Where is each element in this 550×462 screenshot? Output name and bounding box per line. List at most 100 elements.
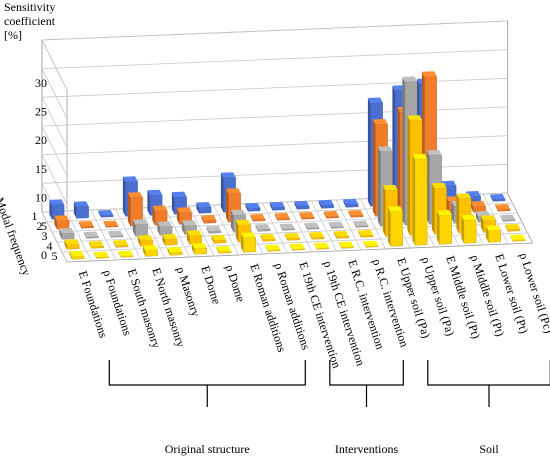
bar-top	[470, 201, 486, 207]
bar-top	[230, 209, 246, 216]
bar-side	[338, 242, 342, 249]
y-tick-label: 30	[35, 76, 47, 90]
bar-side	[235, 220, 239, 243]
bar	[108, 230, 124, 238]
bar	[196, 202, 212, 214]
y-tick-label: 0	[41, 248, 47, 262]
bar-side	[220, 172, 224, 213]
bar-top	[225, 188, 241, 194]
bar-side	[470, 201, 474, 213]
bar	[299, 212, 315, 220]
bar-side	[191, 243, 195, 255]
y-tick-label: 10	[35, 190, 47, 204]
bar-top	[441, 180, 457, 187]
floor-line	[311, 200, 337, 252]
x-tick-label: ρ Dome	[223, 263, 248, 304]
bar-top	[59, 228, 75, 234]
bar-front	[390, 211, 403, 247]
grid-line	[41, 20, 508, 91]
bar-side	[485, 225, 489, 243]
bar-front	[189, 234, 202, 245]
bar-side	[59, 228, 62, 240]
bar-front	[76, 206, 89, 219]
bar-top	[495, 204, 511, 210]
bar-side	[73, 201, 77, 219]
z-tick-label: 4	[47, 239, 53, 253]
bar-top	[348, 210, 364, 216]
bar	[348, 210, 364, 218]
bar-front	[203, 219, 217, 224]
bar-top	[328, 221, 344, 228]
bar-top	[387, 206, 403, 212]
floor-line	[115, 208, 141, 260]
bar-side	[318, 200, 322, 209]
bar-side	[54, 215, 57, 230]
bar-side	[186, 230, 190, 245]
bar	[103, 220, 119, 228]
bar-side	[171, 192, 175, 215]
bar-side	[490, 194, 493, 202]
bar-front	[61, 232, 75, 240]
bar-side	[436, 210, 440, 245]
bar-front	[439, 214, 452, 245]
bar-top	[505, 224, 521, 230]
bar	[510, 234, 526, 242]
bar-side	[269, 202, 273, 211]
bar	[240, 232, 256, 253]
bar	[304, 222, 320, 230]
bar	[54, 215, 70, 230]
bar-side	[265, 245, 268, 252]
bar	[318, 199, 334, 209]
bar-side	[392, 85, 395, 206]
bar-top	[181, 220, 197, 226]
bar-top	[500, 214, 516, 221]
bar-side	[451, 201, 454, 224]
y-axis-title: Sensitivity coefficient [%]	[4, 0, 56, 42]
bar	[309, 232, 325, 240]
bar-top	[137, 235, 153, 241]
bar-top	[343, 198, 359, 205]
bar-top	[49, 199, 65, 205]
bar-side	[279, 224, 283, 231]
bar	[500, 214, 516, 222]
bar-side	[284, 233, 288, 241]
bar-side	[127, 192, 131, 227]
bar-top	[402, 76, 418, 82]
bar-top	[318, 199, 334, 206]
bar	[83, 231, 99, 239]
bar	[211, 234, 227, 244]
bar	[279, 223, 295, 231]
bar-top	[54, 215, 70, 221]
bar	[69, 250, 85, 260]
bar-front	[66, 243, 80, 250]
floor-line	[262, 202, 288, 254]
bar-side	[309, 232, 312, 240]
bar-side	[323, 211, 327, 219]
bar-side	[387, 206, 391, 247]
group-label: Interventions	[335, 442, 399, 456]
bar-side	[372, 119, 376, 217]
y-tick-label: 20	[35, 133, 47, 147]
z-tick-label: 2	[37, 219, 43, 233]
bar-side	[152, 205, 155, 226]
bar-side	[225, 188, 229, 223]
bar-top	[73, 201, 89, 207]
bar-front	[71, 255, 85, 260]
bar-side	[505, 224, 508, 232]
bar	[353, 220, 369, 228]
bar-side	[495, 204, 498, 212]
bar-top	[289, 243, 305, 250]
bar	[88, 241, 104, 249]
bar-side	[358, 230, 361, 238]
bar	[387, 206, 403, 247]
bar-top	[407, 115, 423, 121]
bar-side	[108, 231, 111, 238]
bar	[269, 201, 285, 211]
bar-top	[309, 232, 325, 238]
bar-side	[397, 107, 400, 216]
bar	[505, 224, 521, 232]
floor-line	[286, 201, 313, 253]
group-label: Soil	[479, 442, 499, 456]
bar-top	[240, 232, 256, 238]
bar-front	[463, 219, 477, 244]
